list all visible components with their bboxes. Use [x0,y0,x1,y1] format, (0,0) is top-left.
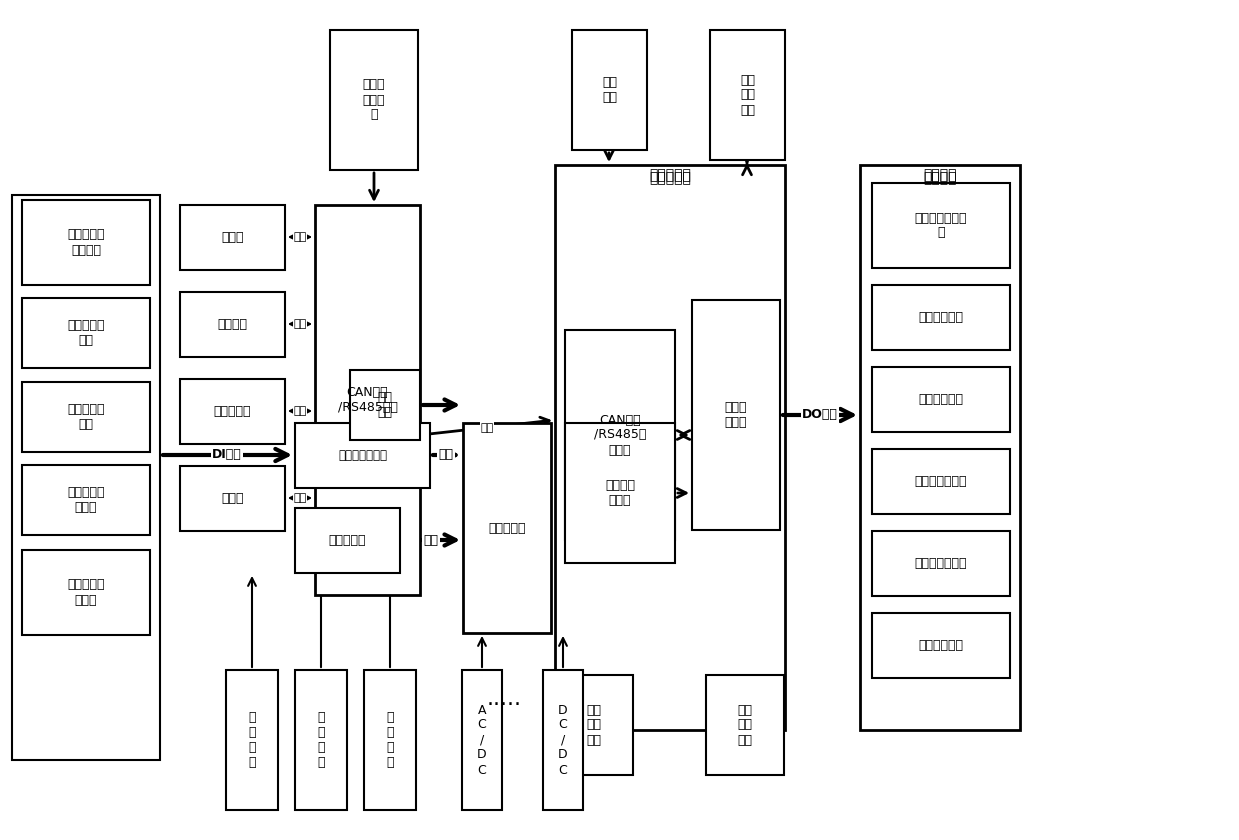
Bar [872,449,1010,514]
Bar [22,465,150,535]
Bar [462,670,502,810]
Bar [572,30,647,150]
Text: 负荷采集器: 负荷采集器 [328,534,367,547]
Text: 锂电池开关
状态: 锂电池开关 状态 [67,403,105,431]
Text: 电力参
数采集
器: 电力参 数采集 器 [363,78,385,122]
Bar [872,531,1010,596]
Bar [180,379,285,444]
Bar [180,292,285,357]
Text: 数据: 数据 [481,423,493,433]
Text: 数据: 数据 [294,319,306,329]
Bar [872,183,1010,268]
Text: 锂电池: 锂电池 [222,231,244,244]
Bar [860,165,1020,730]
Bar [22,298,150,368]
Bar [180,205,285,270]
Bar [22,382,150,452]
Text: 数据: 数据 [294,493,306,503]
Bar [295,508,400,573]
Text: CAN总线
/RS485数
据处理: CAN总线 /RS485数 据处理 [593,413,647,456]
Text: 柴油发电机主开
关: 柴油发电机主开 关 [914,212,968,239]
Bar [315,205,420,595]
Bar [349,370,420,440]
Text: 数据: 数据 [424,533,439,547]
Text: 状态
显示
模块: 状态 显示 模块 [740,73,755,117]
Bar [330,30,418,170]
Text: DI通道: DI通道 [212,449,242,461]
Bar [463,423,551,633]
Text: 电源
模块: 电源 模块 [602,76,617,104]
Bar [555,165,786,730]
Text: 数据: 数据 [294,406,306,416]
Text: 负荷预
测算法: 负荷预 测算法 [725,401,747,429]
Text: 柴油发电机
开关状态: 柴油发电机 开关状态 [67,228,105,256]
Text: 以太网模块: 以太网模块 [488,522,525,534]
Bar [710,30,786,160]
Text: 控制器模块: 控制器模块 [649,171,691,185]
Text: D
C
/
D
C: D C / D C [559,704,567,776]
Bar [225,670,278,810]
Text: A
C
/
D
C: A C / D C [477,704,487,776]
Text: 二
级
负
荷: 二 级 负 荷 [317,711,325,769]
Text: 超级电容主开关: 超级电容主开关 [914,475,968,488]
Text: 开关状态采集箱: 开关状态采集箱 [338,449,387,462]
Text: 执行模块: 执行模块 [923,171,957,185]
Text: CAN总线
/RS485模块: CAN总线 /RS485模块 [337,386,398,414]
Bar [565,330,675,540]
Text: 控制器模块: 控制器模块 [649,168,691,182]
Text: 三
级
负
荷: 三 级 负 荷 [387,711,394,769]
Bar [872,285,1010,350]
Bar [693,300,781,530]
Bar [22,200,150,285]
Text: 推进电机开
关状态: 推进电机开 关状态 [67,579,105,606]
Bar [872,613,1010,678]
Text: 以太网数
据处理: 以太网数 据处理 [605,479,636,507]
Bar [295,670,347,810]
Bar [22,550,150,635]
Bar [295,423,430,488]
Text: 数据: 数据 [439,449,453,461]
Text: 柴油发电机: 柴油发电机 [214,405,252,418]
Bar [872,367,1010,432]
Text: 负荷调节开关: 负荷调节开关 [918,639,964,652]
Text: 一
级
负
荷: 一 级 负 荷 [248,711,255,769]
Text: 数据: 数据 [294,232,306,242]
Text: 超级电容开
关状态: 超级电容开 关状态 [67,486,105,514]
Bar [12,195,160,760]
Text: 故障
报警
模块: 故障 报警 模块 [586,704,601,747]
Bar [180,466,285,531]
Bar [543,670,584,810]
Bar [364,670,416,810]
Bar [706,675,784,775]
Text: DO通道: DO通道 [802,408,838,422]
Text: 光伏板主开关: 光伏板主开关 [918,311,964,324]
Text: 推进电机主开关: 推进电机主开关 [914,557,968,570]
Bar [565,423,675,563]
Text: ·····: ····· [487,695,522,715]
Text: 驾控
信息: 驾控 信息 [378,391,393,419]
Text: 超级电容: 超级电容 [218,318,248,331]
Text: 光伏板开关
状态: 光伏板开关 状态 [67,319,105,347]
Text: 光伏板: 光伏板 [222,492,244,505]
Bar [555,675,633,775]
Text: 执行模块: 执行模块 [923,168,957,182]
Text: 锂电池主开关: 锂电池主开关 [918,393,964,406]
Text: 电压
检测
模块: 电压 检测 模块 [737,704,752,747]
